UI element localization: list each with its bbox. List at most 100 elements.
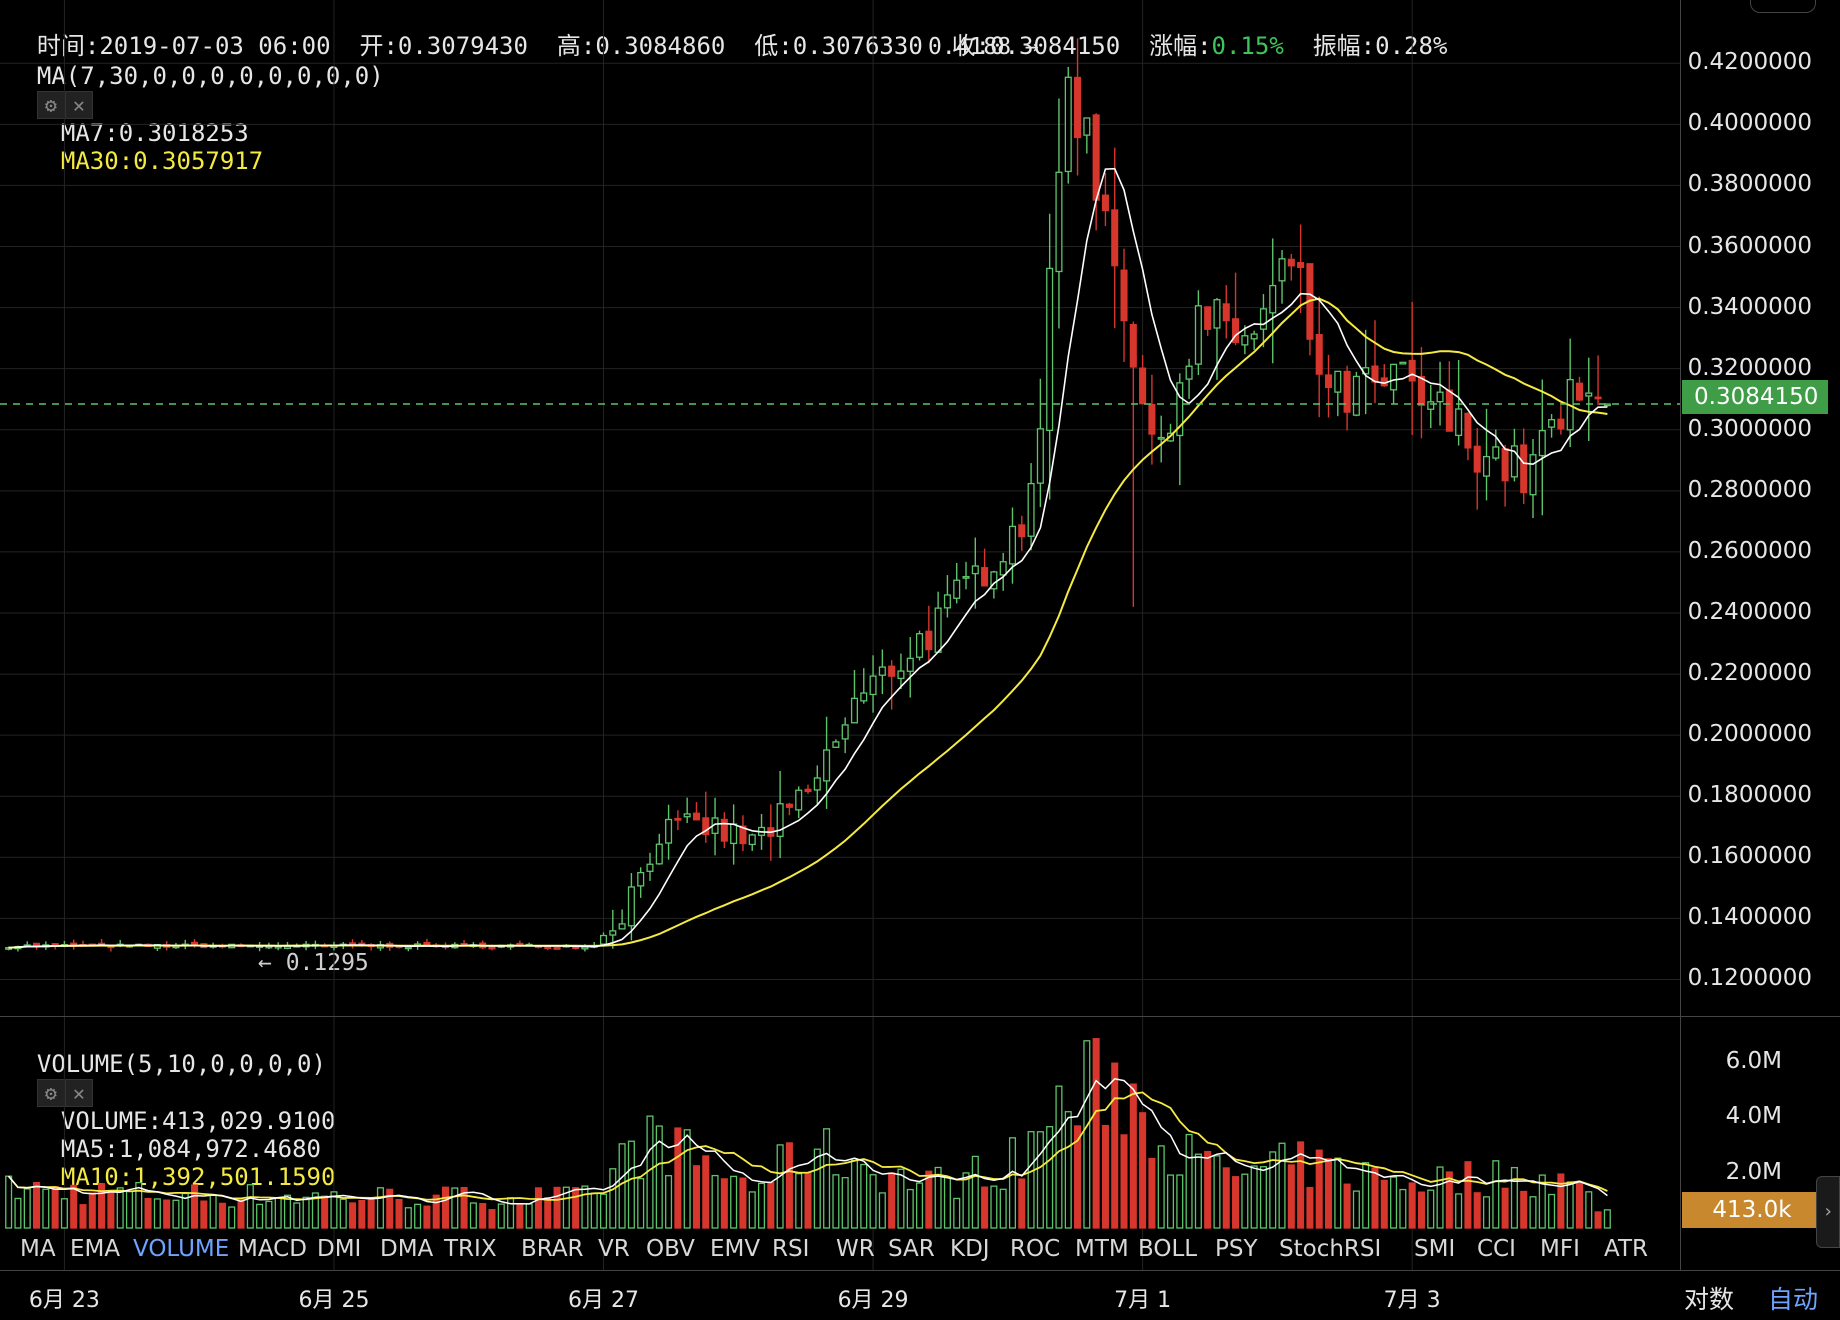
candle-body	[1455, 408, 1463, 437]
candle-body	[878, 666, 886, 676]
tab-volume[interactable]: VOLUME	[133, 1236, 230, 1262]
volume-bar	[1464, 1161, 1472, 1229]
candle-body	[655, 843, 663, 865]
volume-indicator-label: VOLUME(5,10,0,0,0,0)	[36, 1050, 326, 1078]
volume-bar	[925, 1170, 933, 1229]
tab-boll[interactable]: BOLL	[1138, 1236, 1198, 1262]
volume-bar	[107, 1191, 115, 1229]
gear-icon[interactable]: ⚙	[36, 91, 65, 119]
close-icon[interactable]: ✕	[64, 1079, 93, 1107]
tab-emv[interactable]: EMV	[710, 1236, 761, 1262]
candle-body	[785, 803, 793, 808]
close-icon[interactable]: ✕	[64, 91, 93, 119]
tab-macd[interactable]: MACD	[238, 1236, 307, 1262]
volume-bar	[878, 1192, 886, 1229]
tab-kdj[interactable]: KDJ	[950, 1236, 990, 1262]
log-scale-button[interactable]: 对数	[1684, 1285, 1735, 1314]
volume-bar	[1390, 1176, 1398, 1229]
candle-body	[1324, 374, 1333, 389]
pane-divider	[0, 1016, 1840, 1017]
candle-body	[283, 945, 292, 949]
volume-bar	[507, 1197, 515, 1229]
candle-body	[823, 749, 831, 782]
tab-atr[interactable]: ATR	[1604, 1236, 1648, 1262]
candle-body	[748, 834, 756, 846]
volume-bar	[1408, 1182, 1416, 1229]
date-tick-label: 7月 3	[1383, 1288, 1441, 1313]
price-tick-label: 0.1600000	[1687, 843, 1812, 870]
volume-bar	[990, 1185, 998, 1229]
volume-bar	[553, 1186, 561, 1229]
tab-sar[interactable]: SAR	[888, 1236, 935, 1262]
candle-body	[702, 817, 710, 836]
price-tick-label: 0.1200000	[1687, 965, 1812, 992]
candle-body	[1343, 370, 1351, 413]
tab-cci[interactable]: CCI	[1477, 1236, 1516, 1262]
tab-smi[interactable]: SMI	[1414, 1236, 1456, 1262]
volume-bar	[609, 1168, 617, 1229]
tab-vr[interactable]: VR	[598, 1236, 630, 1262]
volume-bar	[748, 1191, 756, 1229]
tab-stochrsi[interactable]: StochRSI	[1279, 1236, 1382, 1262]
volume-bar	[1575, 1181, 1583, 1229]
volume-bar	[1157, 1145, 1165, 1229]
volume-bar	[1473, 1192, 1481, 1229]
tab-ema[interactable]: EMA	[70, 1236, 121, 1262]
tab-obv[interactable]: OBV	[646, 1236, 695, 1262]
candle-body	[1399, 361, 1407, 365]
tab-mtm[interactable]: MTM	[1075, 1236, 1129, 1262]
candle-body	[674, 817, 682, 821]
tab-trix[interactable]: TRIX	[444, 1236, 497, 1262]
volume-bar	[757, 1182, 766, 1229]
volume-bar	[256, 1203, 264, 1229]
close-label: 收:	[951, 32, 991, 60]
volume-bar	[655, 1125, 663, 1229]
volume-bar	[525, 1203, 533, 1229]
tab-ma[interactable]: MA	[20, 1236, 56, 1262]
open-label: 开:	[359, 32, 398, 60]
volume-bar	[739, 1177, 747, 1229]
volume-bar	[516, 1203, 524, 1229]
tab-mfi[interactable]: MFI	[1540, 1236, 1580, 1262]
volume-bar	[1399, 1188, 1407, 1229]
high-value: 0.3084860	[595, 32, 726, 60]
volume-bar	[730, 1175, 738, 1229]
tab-roc[interactable]: ROC	[1010, 1236, 1061, 1262]
volume-bar	[367, 1199, 375, 1229]
candle-body	[990, 571, 998, 590]
candle-body	[1464, 412, 1472, 449]
volume-bar	[1083, 1040, 1091, 1229]
volume-bar	[618, 1143, 626, 1229]
candle-body	[1510, 445, 1518, 478]
tab-dma[interactable]: DMA	[380, 1236, 434, 1262]
volume-bar	[674, 1127, 682, 1229]
candle-body	[776, 803, 784, 838]
tab-brar[interactable]: BRAR	[521, 1236, 584, 1262]
tab-dmi[interactable]: DMI	[317, 1236, 362, 1262]
auto-scale-button[interactable]: 自动	[1768, 1285, 1819, 1314]
price-tick-label: 0.3000000	[1687, 415, 1812, 442]
candle-body	[1436, 391, 1444, 403]
volume-bar	[1315, 1149, 1323, 1229]
volume-legend: VOLUME(5,10,0,0,0,0) ⚙ ✕ VOLUME:413,029.9…	[8, 1022, 335, 1191]
candle-body	[1417, 376, 1425, 406]
candle-body	[646, 863, 654, 872]
volume-bar	[1008, 1137, 1017, 1229]
volume-bar	[1566, 1181, 1574, 1229]
volume-bar	[1064, 1111, 1072, 1229]
tab-rsi[interactable]: RSI	[772, 1236, 810, 1262]
candle-body	[1473, 445, 1481, 473]
tab-wr[interactable]: WR	[836, 1236, 875, 1262]
candle-body	[1139, 367, 1147, 405]
volume-bar	[246, 1184, 254, 1229]
expand-panel-button[interactable]: ›	[1816, 1176, 1840, 1248]
volume-bar	[283, 1194, 292, 1229]
candle-body	[962, 575, 970, 579]
volume-value: VOLUME:413,029.9100	[60, 1107, 336, 1135]
tab-psy[interactable]: PSY	[1215, 1236, 1258, 1262]
date-tick-label: 6月 25	[298, 1288, 370, 1313]
volume-bar	[1436, 1166, 1444, 1229]
volume-bar	[1287, 1164, 1295, 1229]
volume-bar	[1046, 1126, 1054, 1229]
